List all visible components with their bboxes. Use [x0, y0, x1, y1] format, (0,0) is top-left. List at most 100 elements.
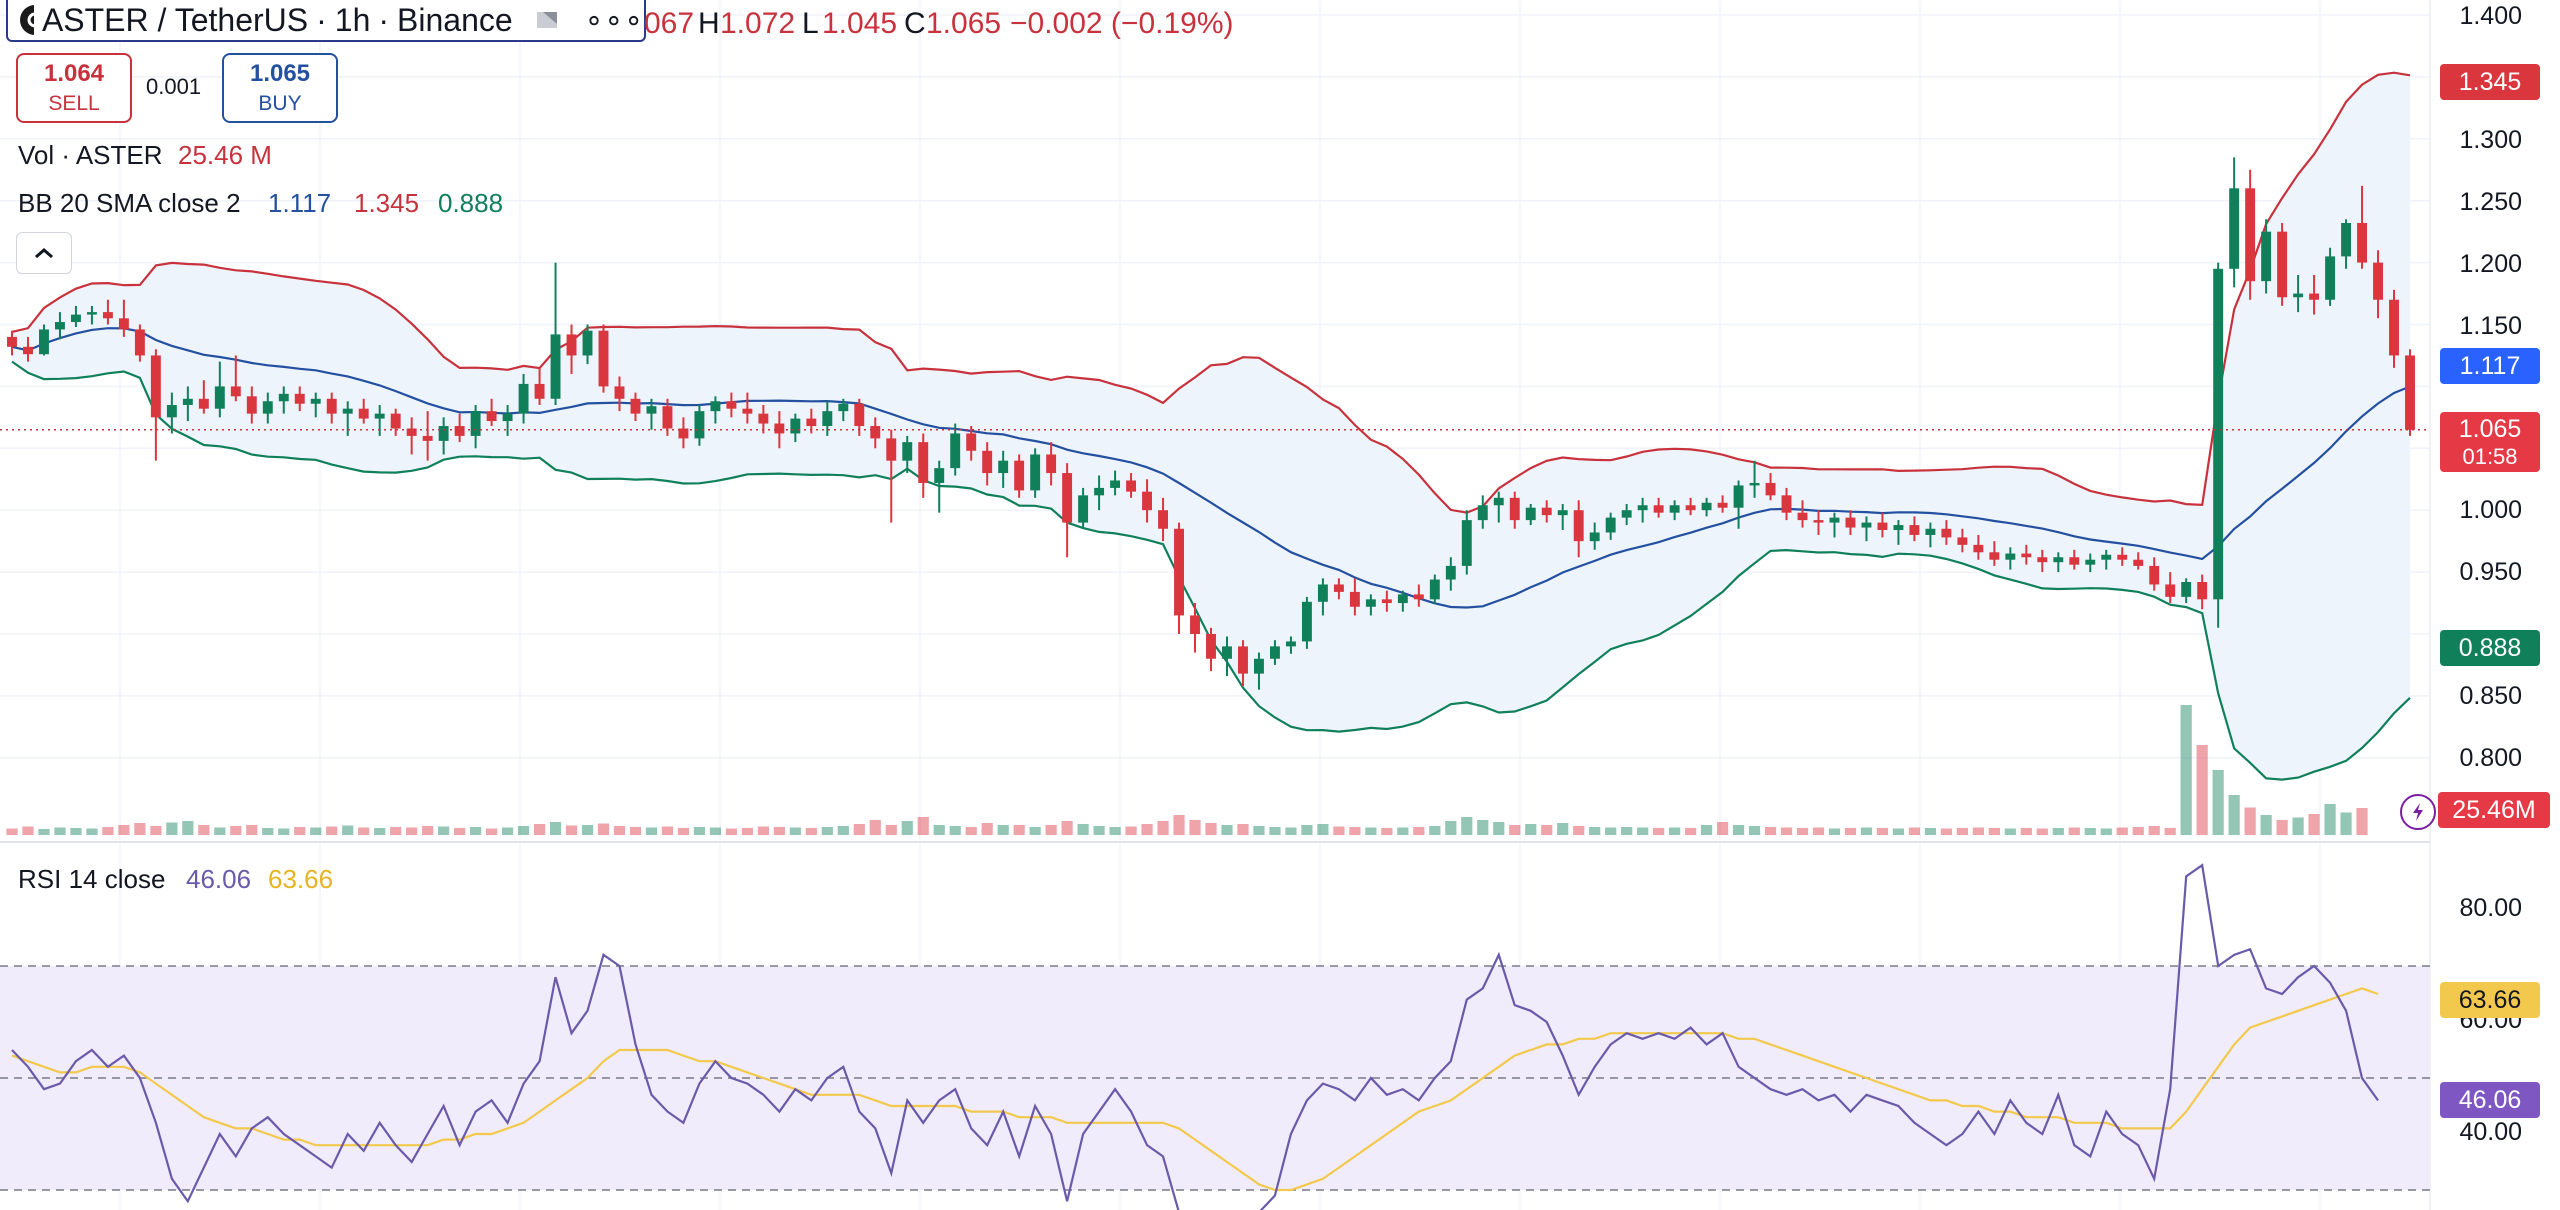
volume-bar [118, 825, 130, 835]
candle [774, 411, 785, 449]
sell-button[interactable]: 1.064 SELL [16, 53, 132, 123]
candle [326, 392, 337, 424]
candle [1190, 603, 1200, 653]
volume-bar [741, 828, 753, 835]
candle-body [294, 393, 305, 404]
candle [1142, 479, 1153, 523]
volume-bar [1764, 827, 1777, 835]
candle-body [2117, 554, 2128, 560]
rsi-legend-label[interactable]: RSI 14 close [18, 864, 166, 894]
candle-body [918, 442, 929, 483]
volume-bar [1860, 827, 1873, 835]
candle [358, 398, 369, 424]
candle-body [2261, 231, 2272, 282]
candle-body [694, 411, 705, 439]
volume-bar [1653, 828, 1665, 835]
volume-bar [501, 827, 514, 835]
candle [838, 398, 849, 422]
price-axis-tick: 0.850 [2459, 682, 2522, 710]
volume-bar [1269, 827, 1281, 835]
candle-body [278, 393, 289, 402]
price-axis-tick: 1.000 [2459, 496, 2522, 524]
candle [2373, 250, 2383, 319]
candle-body [1749, 482, 1760, 486]
candle [1413, 584, 1424, 607]
volume-bar [1413, 827, 1425, 835]
volume-bar [470, 827, 482, 835]
volume-bar [1509, 825, 1521, 835]
eye-off-icon[interactable] [535, 8, 559, 32]
candle [2181, 578, 2192, 604]
candle [1861, 516, 1872, 542]
candle [39, 324, 49, 356]
volume-bar [1876, 828, 1889, 835]
candle [294, 386, 305, 412]
candle-body [118, 318, 129, 330]
volume-bar [981, 823, 993, 835]
volume-bar [1109, 827, 1121, 835]
candle-body [742, 408, 753, 414]
price-axis-tick: 0.950 [2459, 558, 2522, 586]
candle [1158, 497, 1168, 542]
symbol-interval: 1h [334, 1, 371, 38]
candle [1333, 578, 1344, 600]
candle [518, 374, 529, 424]
candle [2165, 572, 2176, 604]
candle [1078, 487, 1089, 529]
volume-bar [2164, 828, 2176, 835]
buy-label: BUY [258, 92, 302, 115]
candle [1509, 491, 1520, 529]
candle-body [902, 442, 913, 461]
candle-body [2149, 565, 2160, 585]
candle [454, 413, 465, 443]
symbol-separator: · [378, 1, 390, 38]
candle [566, 324, 577, 375]
candle-body [1445, 565, 1456, 580]
candle-body [310, 398, 321, 404]
candle [1877, 512, 1888, 538]
volume-bar [837, 826, 849, 835]
volume-bar [1077, 824, 1089, 835]
candle [582, 324, 593, 365]
candle-body [166, 404, 177, 418]
volume-bar [677, 828, 690, 835]
bb-basis-value: 1.117 [268, 188, 332, 218]
ohlc-close-value: 1.065 [926, 7, 1002, 40]
volume-bar [821, 827, 833, 835]
lightning-icon[interactable] [2400, 794, 2436, 830]
buy-button[interactable]: 1.065 BUY [222, 53, 338, 123]
volume-bar [1365, 827, 1377, 835]
candle-body [39, 329, 49, 355]
volume-bar [853, 824, 865, 835]
bb-upper-badge: 1.345 [2440, 64, 2540, 100]
ohlc-high-value: 1.072 [720, 7, 796, 40]
candle [54, 312, 65, 340]
candle-body [134, 329, 145, 356]
symbol-header[interactable]: ASTER / TetherUS · 1h · Binance ∘∘∘ [6, 0, 646, 42]
volume-bar [1844, 828, 1857, 835]
collapse-legend-button[interactable] [16, 232, 72, 274]
candle-body [1126, 480, 1137, 492]
volume-bar [1397, 827, 1409, 835]
candle [646, 398, 657, 430]
candle [390, 408, 401, 436]
candle-body [1238, 646, 1248, 674]
volume-bar [1525, 824, 1537, 835]
candle-body [1222, 646, 1232, 659]
volume-bar [326, 826, 338, 835]
candle-body [1078, 495, 1089, 523]
volume-bar [693, 827, 706, 835]
volume-bar [2340, 812, 2352, 835]
bb-legend-label[interactable]: BB 20 SMA close 2 [18, 188, 241, 218]
candle-body [1317, 584, 1328, 602]
candle [486, 398, 497, 427]
volume-bar [2324, 804, 2336, 835]
volume-bar [1605, 827, 1617, 835]
candle-body [342, 408, 353, 414]
volume-legend-label[interactable]: Vol · ASTER [18, 140, 163, 170]
price-axis-tick: 0.800 [2459, 744, 2522, 772]
more-icon[interactable]: ∘∘∘ [584, 3, 644, 37]
candle [1222, 636, 1232, 677]
candle [1365, 594, 1376, 616]
